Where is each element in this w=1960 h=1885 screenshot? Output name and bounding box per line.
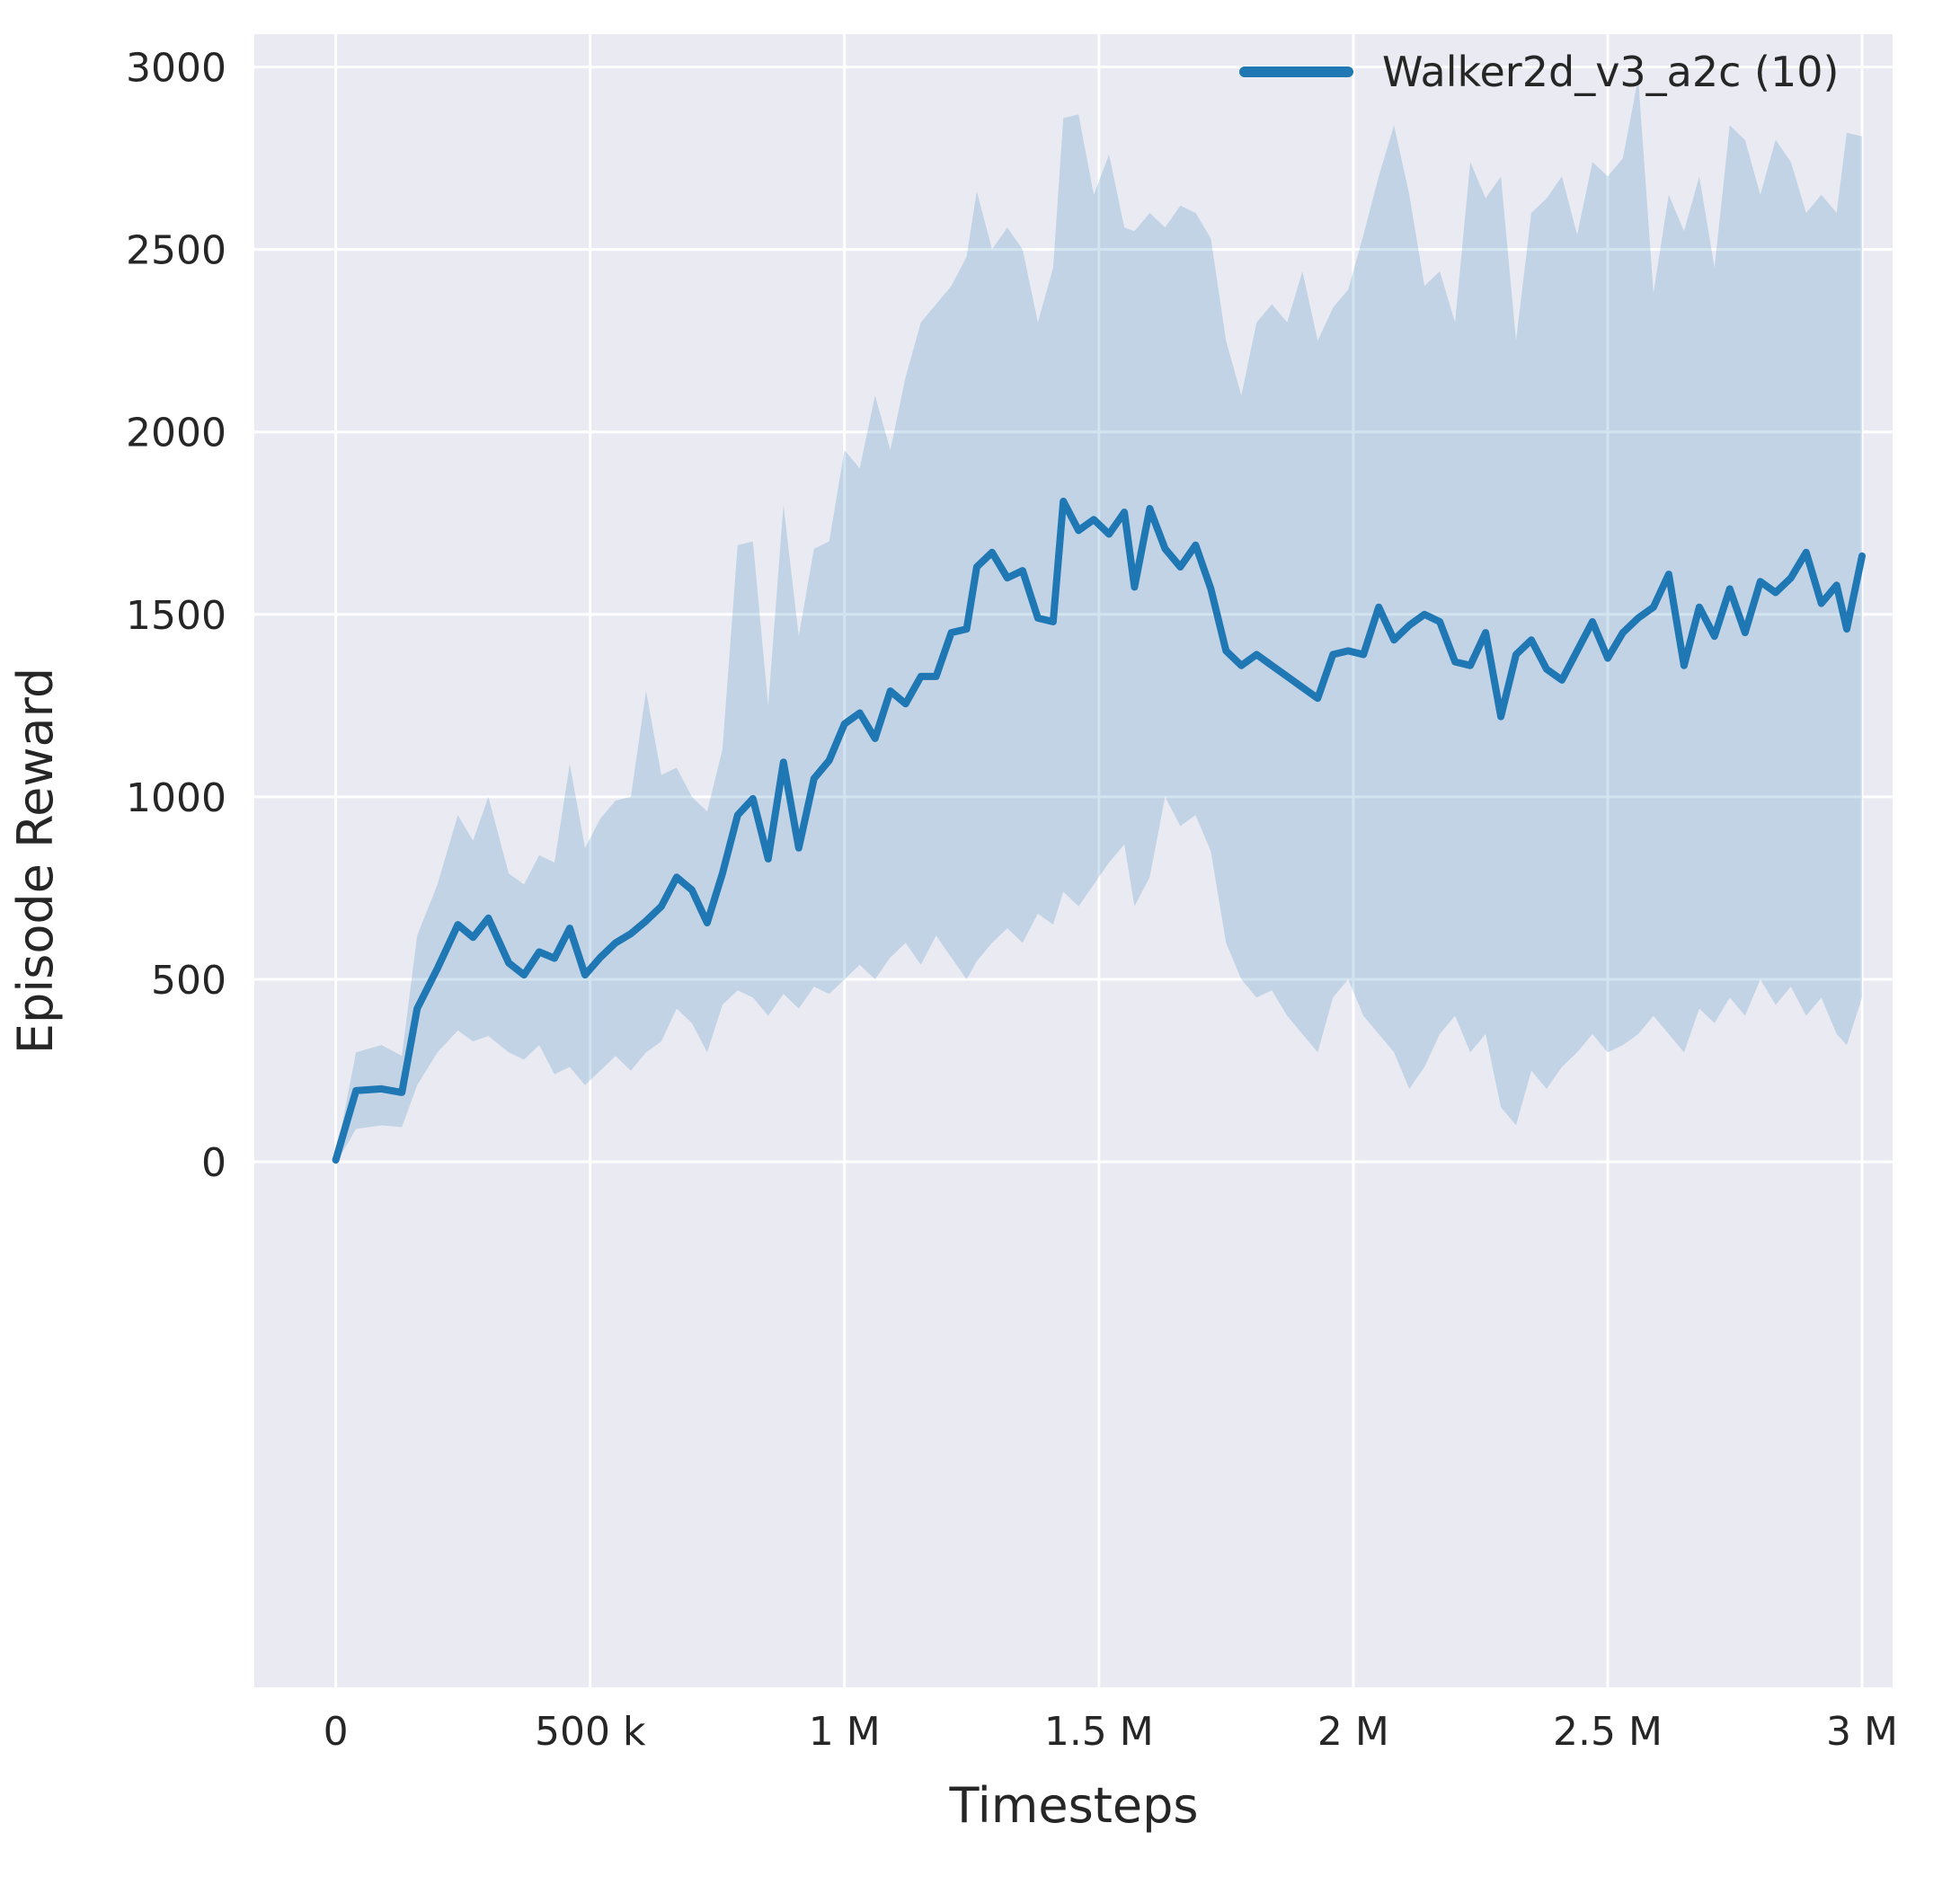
y-tick-label: 2000 <box>126 411 226 456</box>
x-tick-label: 500 k <box>535 1709 646 1755</box>
y-tick-label: 0 <box>201 1140 226 1186</box>
y-tick-label: 1000 <box>126 775 226 821</box>
x-tick-label: 3 M <box>1826 1709 1898 1755</box>
y-tick-label: 2500 <box>126 228 226 274</box>
mean-line <box>332 497 1866 1164</box>
plot-area <box>254 34 1893 1687</box>
y-tick-labels: 0 500 1000 1500 2000 2500 3000 <box>126 46 226 1186</box>
legend: Walker2d_v3_a2c (10) <box>1239 48 1839 96</box>
legend-label: Walker2d_v3_a2c (10) <box>1382 48 1839 96</box>
x-tick-label: 2 M <box>1317 1709 1389 1755</box>
y-tick-label: 3000 <box>126 46 226 92</box>
x-tick-label: 1.5 M <box>1044 1709 1154 1755</box>
x-tick-label: 0 <box>324 1709 349 1755</box>
x-tick-label: 2.5 M <box>1553 1709 1663 1755</box>
grid-lines <box>254 34 1893 1687</box>
y-tick-label: 500 <box>151 958 226 1004</box>
x-tick-labels: 0 500 k 1 M 1.5 M 2 M 2.5 M 3 M <box>324 1709 1898 1755</box>
x-tick-label: 1 M <box>809 1709 881 1755</box>
y-axis-label: Episode Reward <box>7 668 64 1054</box>
x-axis-label: Timesteps <box>948 1777 1198 1834</box>
y-tick-label: 1500 <box>126 593 226 639</box>
